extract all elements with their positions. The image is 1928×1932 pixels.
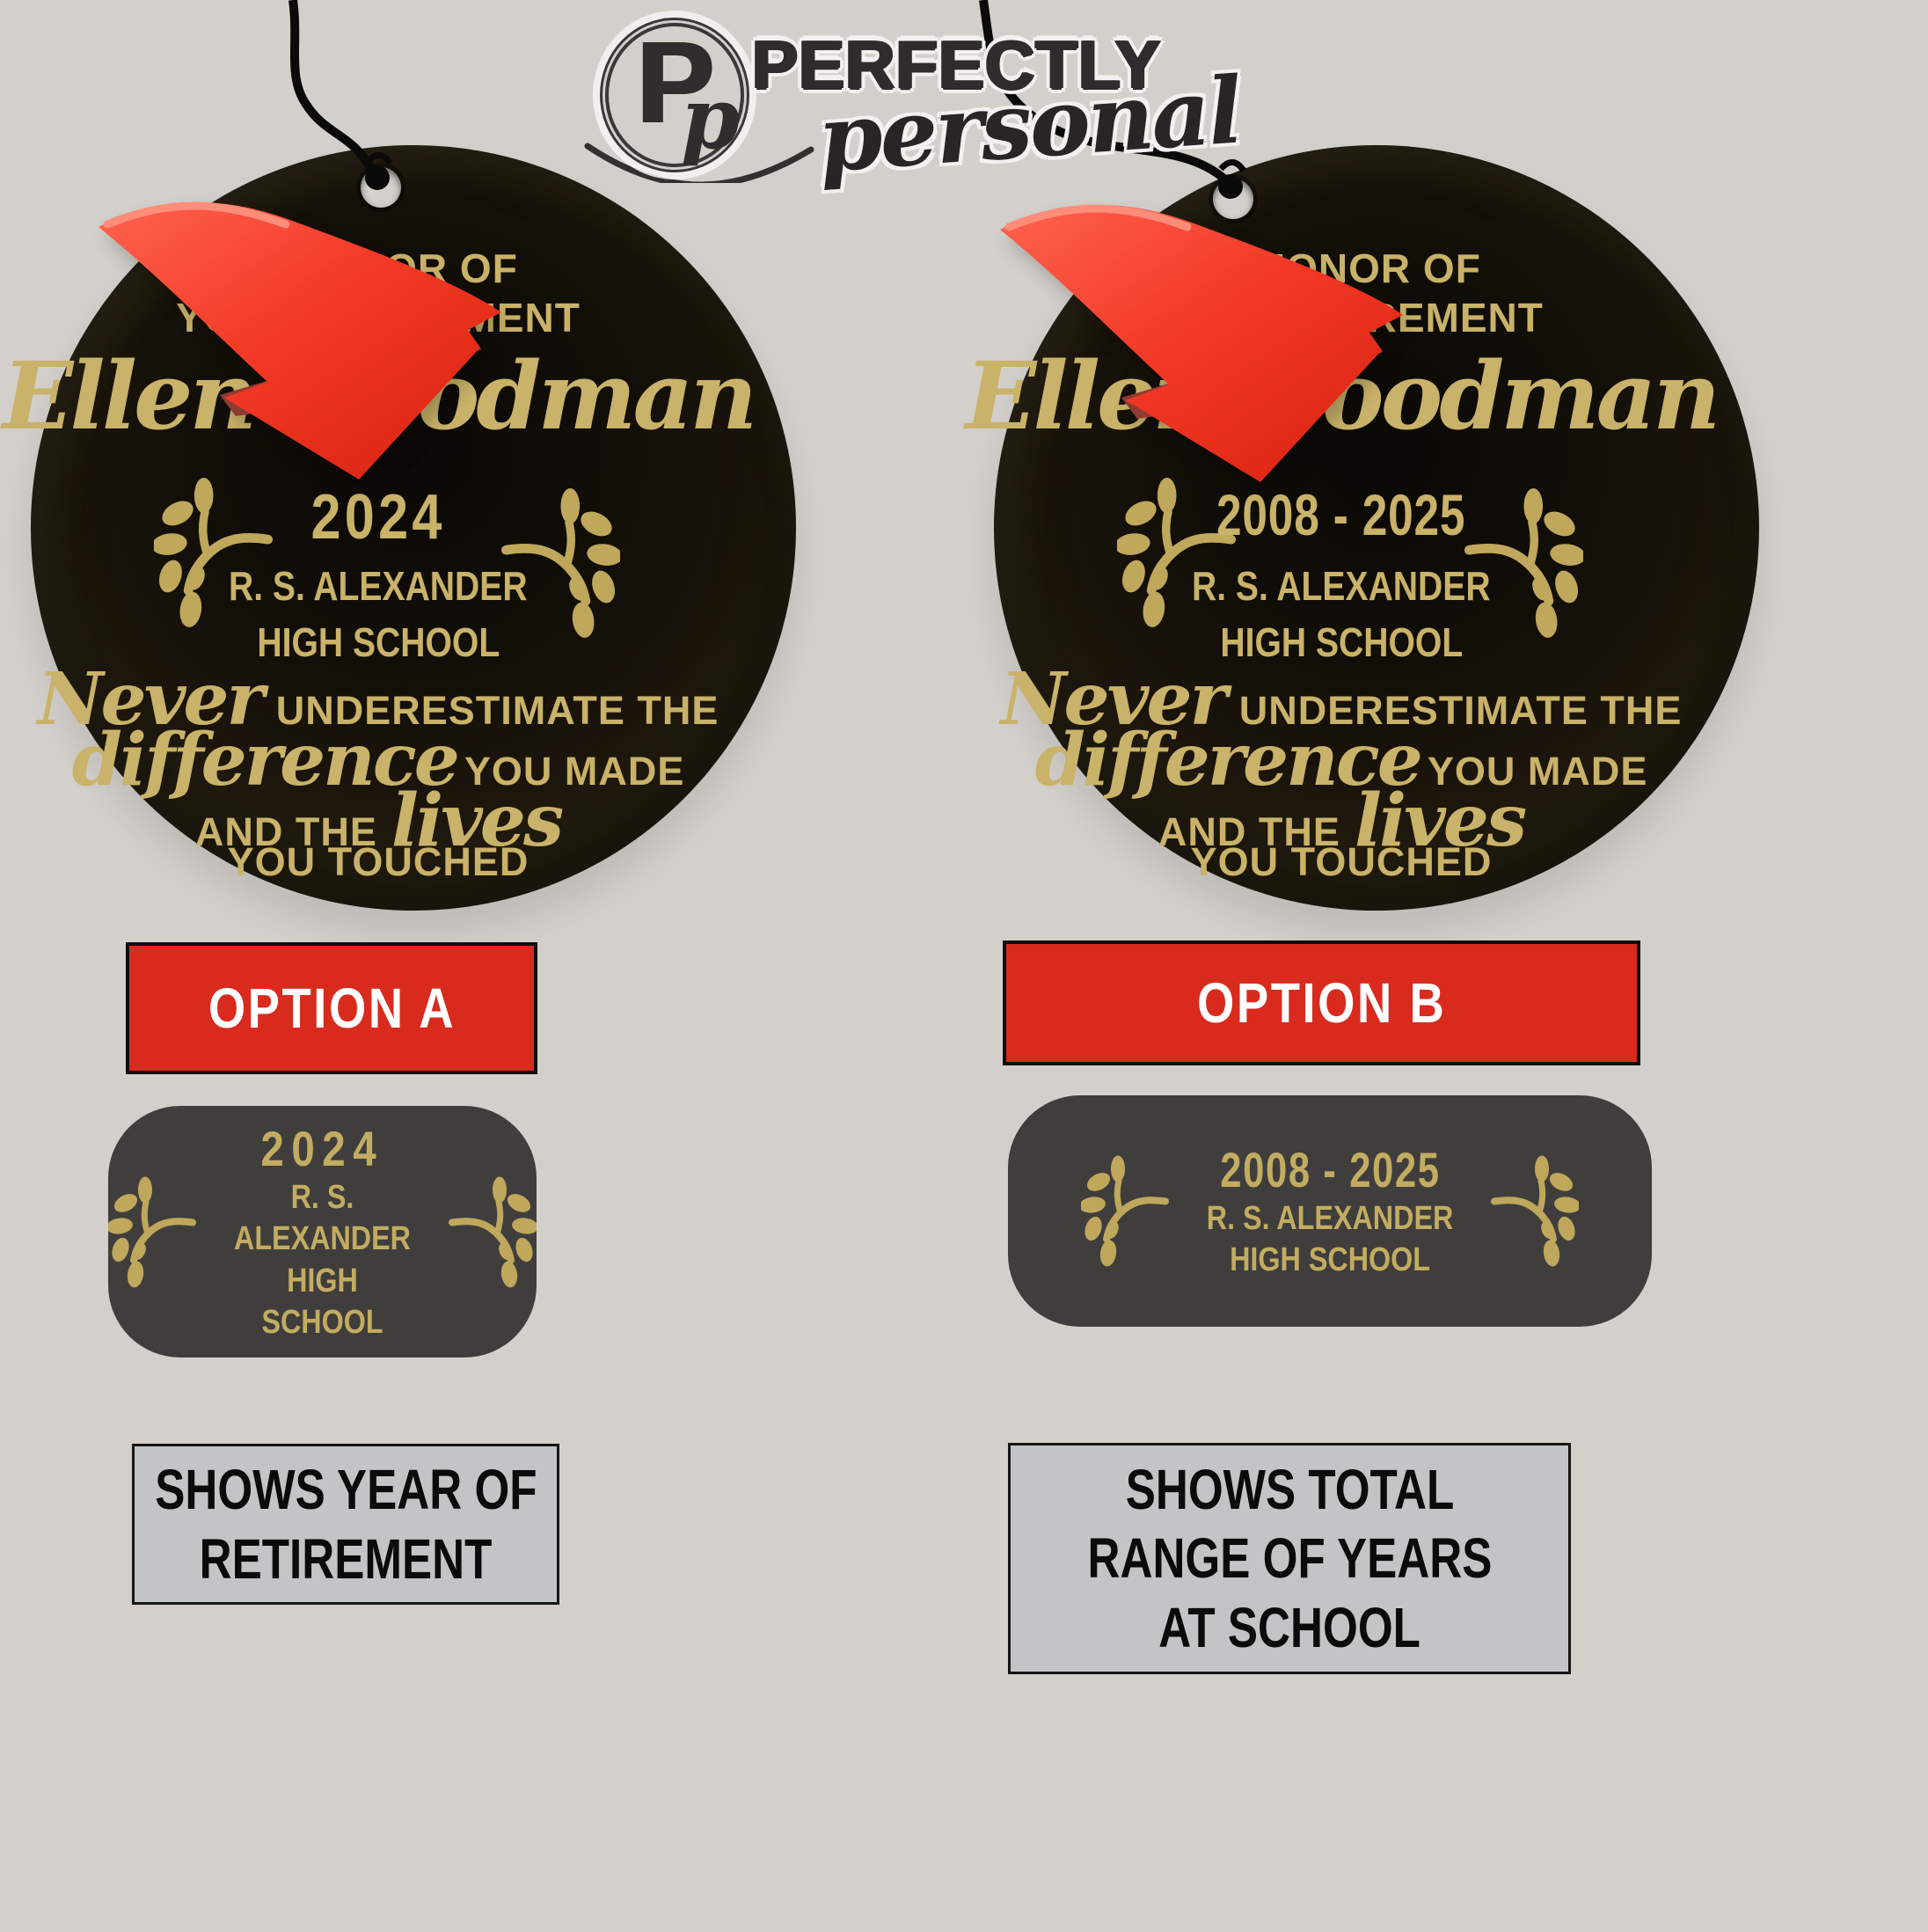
option-b-banner-label: OPTION B <box>1196 971 1447 1035</box>
caption-option-b: SHOWS TOTAL RANGE OF YEARS AT SCHOOL <box>1008 1443 1571 1674</box>
detail-year: 2024 <box>260 1120 384 1176</box>
option-b-banner: OPTION B <box>1003 940 1640 1065</box>
ornament-option-a: IN HONOR OF YOUR RETIREMENT Ellen Goodma… <box>3 145 796 911</box>
caption-line: AT SCHOOL <box>1158 1595 1420 1659</box>
laurel-branch-icon <box>108 1173 196 1292</box>
detail-year-range: 2008 - 2025 <box>1219 1141 1441 1197</box>
detail-school: R. S. ALEXANDER HIGH SCHOOL <box>1206 1199 1454 1279</box>
quote-text: Never UNDERESTIMATE THE difference YOU MAD… <box>37 657 719 884</box>
monogram-letter-large: P <box>637 18 715 147</box>
red-arrow-icon <box>990 201 1429 491</box>
option-a-banner-label: OPTION A <box>208 977 456 1040</box>
option-a-banner: OPTION A <box>126 942 537 1074</box>
caption-line: RETIREMENT <box>199 1526 493 1591</box>
caption-line: RANGE OF YEARS <box>1087 1526 1492 1591</box>
school-name-line1: R. S. ALEXANDER <box>1192 563 1491 609</box>
detail-panel-option-a: 2024 R. S. ALEXANDER HIGH SCHOOL <box>108 1106 537 1358</box>
laurel-branch-icon <box>449 1173 537 1292</box>
year-text: 2024 <box>310 482 446 553</box>
monogram-letter-small: p <box>681 69 741 168</box>
red-arrow-icon <box>88 198 528 488</box>
caption-option-a: SHOWS YEAR OF RETIREMENT <box>132 1444 559 1605</box>
detail-panel-option-b: 2008 - 2025 R. S. ALEXANDER HIGH SCHOOL <box>1008 1095 1652 1327</box>
caption-line: SHOWS YEAR OF <box>154 1458 537 1522</box>
brand-logo: P p PERFECTLY personal <box>563 16 1267 194</box>
logo-flourish-icon <box>584 143 814 183</box>
year-range-text: 2008 - 2025 <box>1216 482 1466 547</box>
school-name-line2: HIGH SCHOOL <box>1220 619 1463 665</box>
caption-line: SHOWS TOTAL <box>1125 1458 1454 1522</box>
laurel-branch-icon <box>1491 1152 1579 1270</box>
school-name-line1: R. S. ALEXANDER <box>229 563 528 609</box>
school-name-line2: HIGH SCHOOL <box>257 619 500 665</box>
detail-school: R. S. ALEXANDER HIGH SCHOOL <box>234 1178 411 1342</box>
laurel-branch-icon <box>1081 1152 1169 1270</box>
quote-text: Never UNDERESTIMATE THE difference YOU MAD… <box>1000 657 1683 884</box>
brand-monogram-icon: P p <box>605 18 744 168</box>
